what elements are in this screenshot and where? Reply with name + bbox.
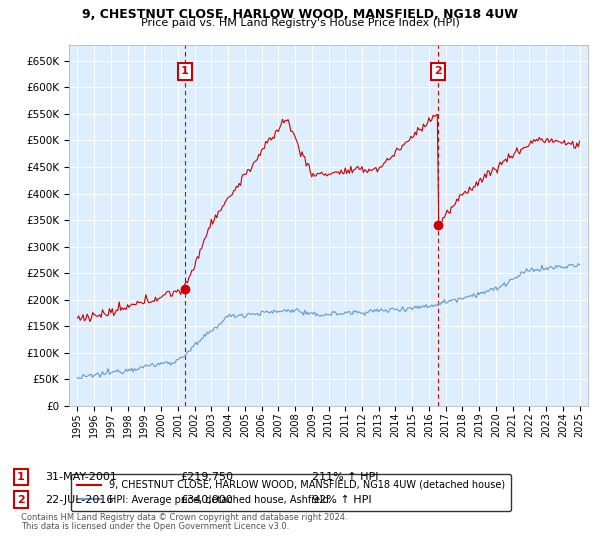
Text: £219,750: £219,750 (180, 472, 233, 482)
Text: 22-JUL-2016: 22-JUL-2016 (45, 494, 113, 505)
Text: 1: 1 (17, 472, 25, 482)
Text: 2: 2 (434, 66, 442, 76)
Legend: 9, CHESTNUT CLOSE, HARLOW WOOD, MANSFIELD, NG18 4UW (detached house), HPI: Avera: 9, CHESTNUT CLOSE, HARLOW WOOD, MANSFIEL… (71, 474, 511, 511)
Text: 1: 1 (181, 66, 189, 76)
Text: 9, CHESTNUT CLOSE, HARLOW WOOD, MANSFIELD, NG18 4UW: 9, CHESTNUT CLOSE, HARLOW WOOD, MANSFIEL… (82, 8, 518, 21)
Text: This data is licensed under the Open Government Licence v3.0.: This data is licensed under the Open Gov… (21, 522, 289, 531)
Text: £340,000: £340,000 (180, 494, 233, 505)
Text: 211% ↑ HPI: 211% ↑ HPI (312, 472, 379, 482)
Text: 31-MAY-2001: 31-MAY-2001 (45, 472, 117, 482)
Text: 2: 2 (17, 494, 25, 505)
Text: 92% ↑ HPI: 92% ↑ HPI (312, 494, 371, 505)
Text: Contains HM Land Registry data © Crown copyright and database right 2024.: Contains HM Land Registry data © Crown c… (21, 513, 347, 522)
Text: Price paid vs. HM Land Registry's House Price Index (HPI): Price paid vs. HM Land Registry's House … (140, 18, 460, 29)
